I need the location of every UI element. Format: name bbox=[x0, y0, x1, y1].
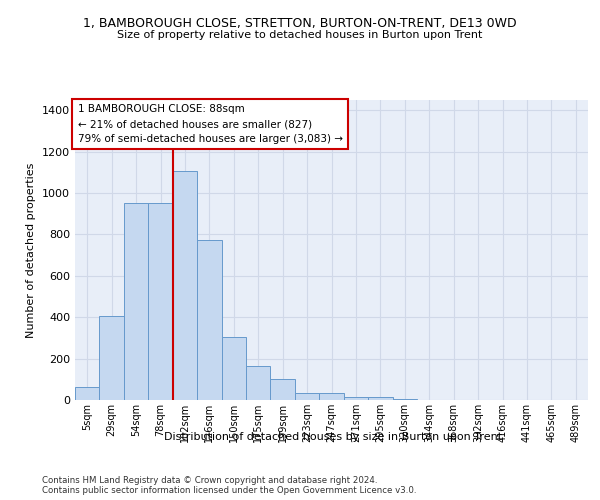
Bar bbox=[221, 337, 246, 400]
Bar bbox=[295, 393, 319, 400]
Bar bbox=[148, 204, 173, 400]
Y-axis label: Number of detached properties: Number of detached properties bbox=[26, 162, 37, 338]
Bar bbox=[392, 399, 417, 400]
Bar bbox=[319, 393, 344, 400]
Bar bbox=[100, 316, 124, 400]
Text: Contains HM Land Registry data © Crown copyright and database right 2024.: Contains HM Land Registry data © Crown c… bbox=[42, 476, 377, 485]
Bar bbox=[246, 366, 271, 400]
Text: Size of property relative to detached houses in Burton upon Trent: Size of property relative to detached ho… bbox=[118, 30, 482, 40]
Bar bbox=[368, 397, 392, 400]
Text: 1, BAMBOROUGH CLOSE, STRETTON, BURTON-ON-TRENT, DE13 0WD: 1, BAMBOROUGH CLOSE, STRETTON, BURTON-ON… bbox=[83, 18, 517, 30]
Bar bbox=[271, 380, 295, 400]
Text: Contains public sector information licensed under the Open Government Licence v3: Contains public sector information licen… bbox=[42, 486, 416, 495]
Bar bbox=[75, 386, 100, 400]
Bar bbox=[124, 204, 148, 400]
Text: Distribution of detached houses by size in Burton upon Trent: Distribution of detached houses by size … bbox=[164, 432, 502, 442]
Bar bbox=[344, 397, 368, 400]
Text: 1 BAMBOROUGH CLOSE: 88sqm
← 21% of detached houses are smaller (827)
79% of semi: 1 BAMBOROUGH CLOSE: 88sqm ← 21% of detac… bbox=[77, 104, 343, 144]
Bar bbox=[197, 240, 221, 400]
Bar bbox=[173, 172, 197, 400]
